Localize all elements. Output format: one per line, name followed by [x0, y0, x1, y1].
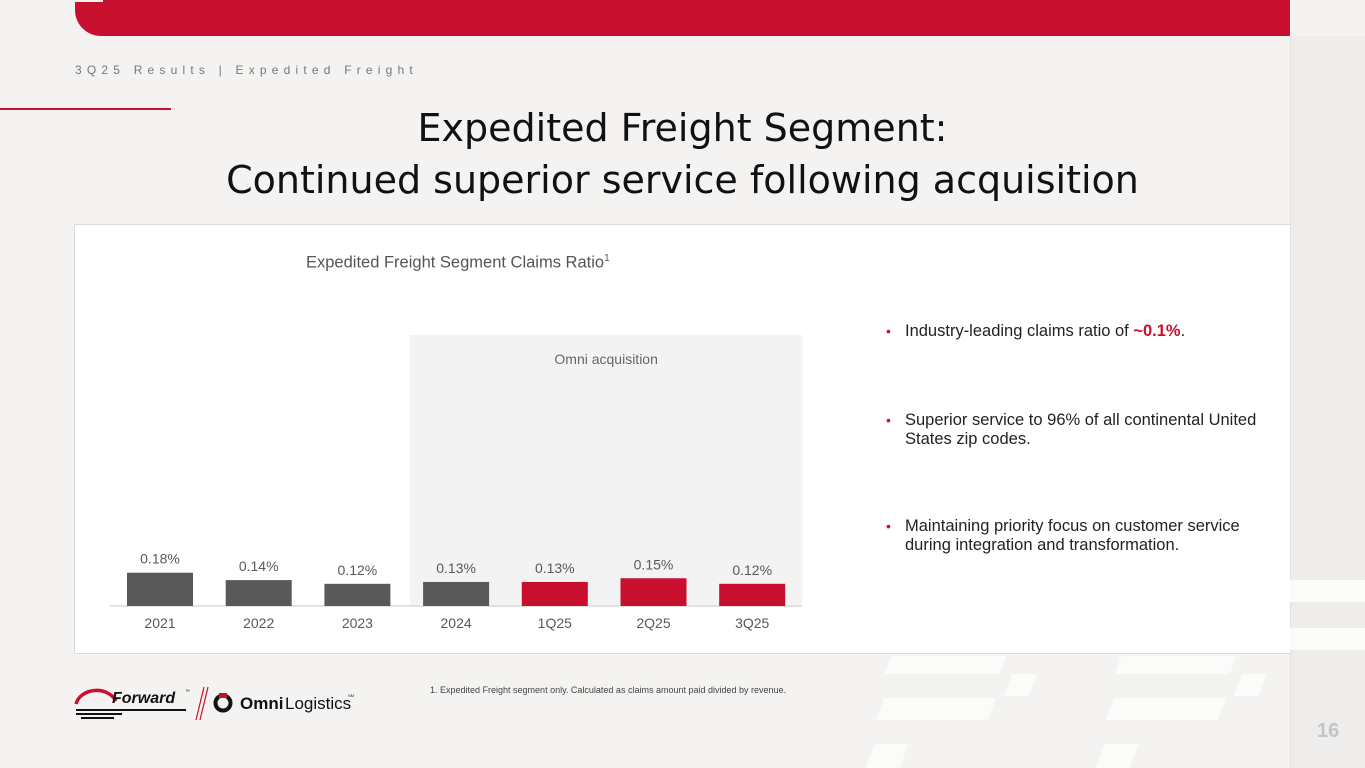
bullet-item-3: • Maintaining priority focus on customer…: [886, 517, 1276, 555]
data-label-2Q25: 0.15%: [634, 556, 674, 572]
omni-logo: Omni Logistics SM: [213, 693, 354, 713]
omni-wordmark-bold: Omni: [240, 694, 283, 713]
highlight-value: ~0.1%: [1133, 322, 1181, 340]
decor-stripe: [1290, 628, 1365, 650]
x-tick-label-3Q25: 3Q25: [735, 615, 769, 631]
x-tick-label-2022: 2022: [243, 615, 274, 631]
top-banner: [75, 0, 1290, 36]
decor-stripe: [1290, 580, 1365, 602]
bullet-text-part: Industry-leading claims ratio of: [905, 322, 1134, 340]
data-label-2023: 0.12%: [338, 562, 378, 578]
decor-stripe: [884, 656, 1007, 674]
chart-title-footnote-ref: 1: [604, 253, 610, 264]
omni-servicemark: SM: [348, 693, 354, 698]
page-title: Expedited Freight Segment: Continued sup…: [0, 102, 1365, 206]
omni-wordmark-light: Logistics: [285, 694, 351, 713]
decor-stripe: [1003, 674, 1038, 696]
bullet-item-1: • Industry-leading claims ratio of ~0.1%…: [886, 322, 1276, 341]
claims-ratio-bar-chart: Omni acquisition 0.18% 2021 0.14% 2022 0.12% 2…: [110, 335, 803, 631]
forward-wordmark: Forward: [112, 690, 176, 707]
bar-2024: [423, 581, 490, 606]
chart-title: Expedited Freight Segment Claims Ratio1: [306, 253, 610, 273]
x-tick-label-2Q25: 2Q25: [636, 615, 670, 631]
omni-ring-accent: [219, 693, 227, 698]
acquisition-region-label: Omni acquisition: [554, 351, 658, 367]
accent-rule: [0, 108, 171, 110]
bar-2022: [225, 580, 292, 606]
chart-title-text: Expedited Freight Segment Claims Ratio: [306, 253, 605, 272]
forward-trademark: ™: [185, 689, 190, 695]
footnote: 1. Expedited Freight segment only. Calcu…: [430, 685, 787, 695]
bullet-text-part: .: [1180, 322, 1186, 340]
bullet-text: Superior service to 96% of all continent…: [905, 411, 1257, 448]
data-label-2022: 0.14%: [239, 558, 279, 574]
bullet-marker: •: [886, 518, 891, 534]
logo-divider: [199, 686, 209, 721]
forward-logo: Forward ™: [74, 688, 190, 719]
bar-1Q25: [521, 581, 588, 606]
bar-3Q25: [719, 583, 786, 606]
bullet-text: Maintaining priority focus on customer s…: [905, 517, 1240, 554]
decor-stripe: [875, 698, 997, 720]
bullet-marker: •: [886, 323, 891, 339]
bar-2Q25: [620, 578, 687, 606]
x-tick-label-2024: 2024: [441, 615, 472, 631]
page-title-line-2: Continued superior service following acq…: [226, 158, 1139, 202]
x-tick-label-2021: 2021: [144, 615, 175, 631]
breadcrumb: 3Q25 Results | Expedited Freight: [75, 63, 418, 77]
page-number: 16: [1317, 720, 1340, 742]
decor-stripe: [1105, 698, 1227, 720]
page-title-line-1: Expedited Freight Segment:: [417, 106, 948, 150]
decor-stripe: [1095, 744, 1139, 768]
bar-2021: [127, 572, 193, 606]
decor-stripe: [1114, 656, 1237, 674]
decor-stripe: [865, 744, 909, 768]
banner-notch: [75, 0, 103, 2]
x-tick-label-1Q25: 1Q25: [538, 615, 572, 631]
forward-arc-icon: [74, 688, 118, 705]
bullet-text: Industry-leading claims ratio of ~0.1%.: [905, 322, 1276, 341]
logo-divider: [195, 686, 205, 721]
data-label-3Q25: 0.12%: [732, 562, 772, 578]
bullet-marker: •: [886, 412, 891, 428]
bar-2023: [324, 583, 391, 606]
data-label-1Q25: 0.13%: [535, 560, 575, 576]
data-label-2021: 0.18%: [140, 551, 180, 567]
bullet-item-2: • Superior service to 96% of all contine…: [886, 411, 1276, 449]
acquisition-shaded-region: [410, 335, 803, 606]
decor-stripe: [1233, 674, 1268, 696]
data-label-2024: 0.13%: [436, 560, 476, 576]
company-logos: Forward ™ Omni Logistics SM: [74, 686, 354, 721]
x-tick-label-2023: 2023: [342, 615, 373, 631]
